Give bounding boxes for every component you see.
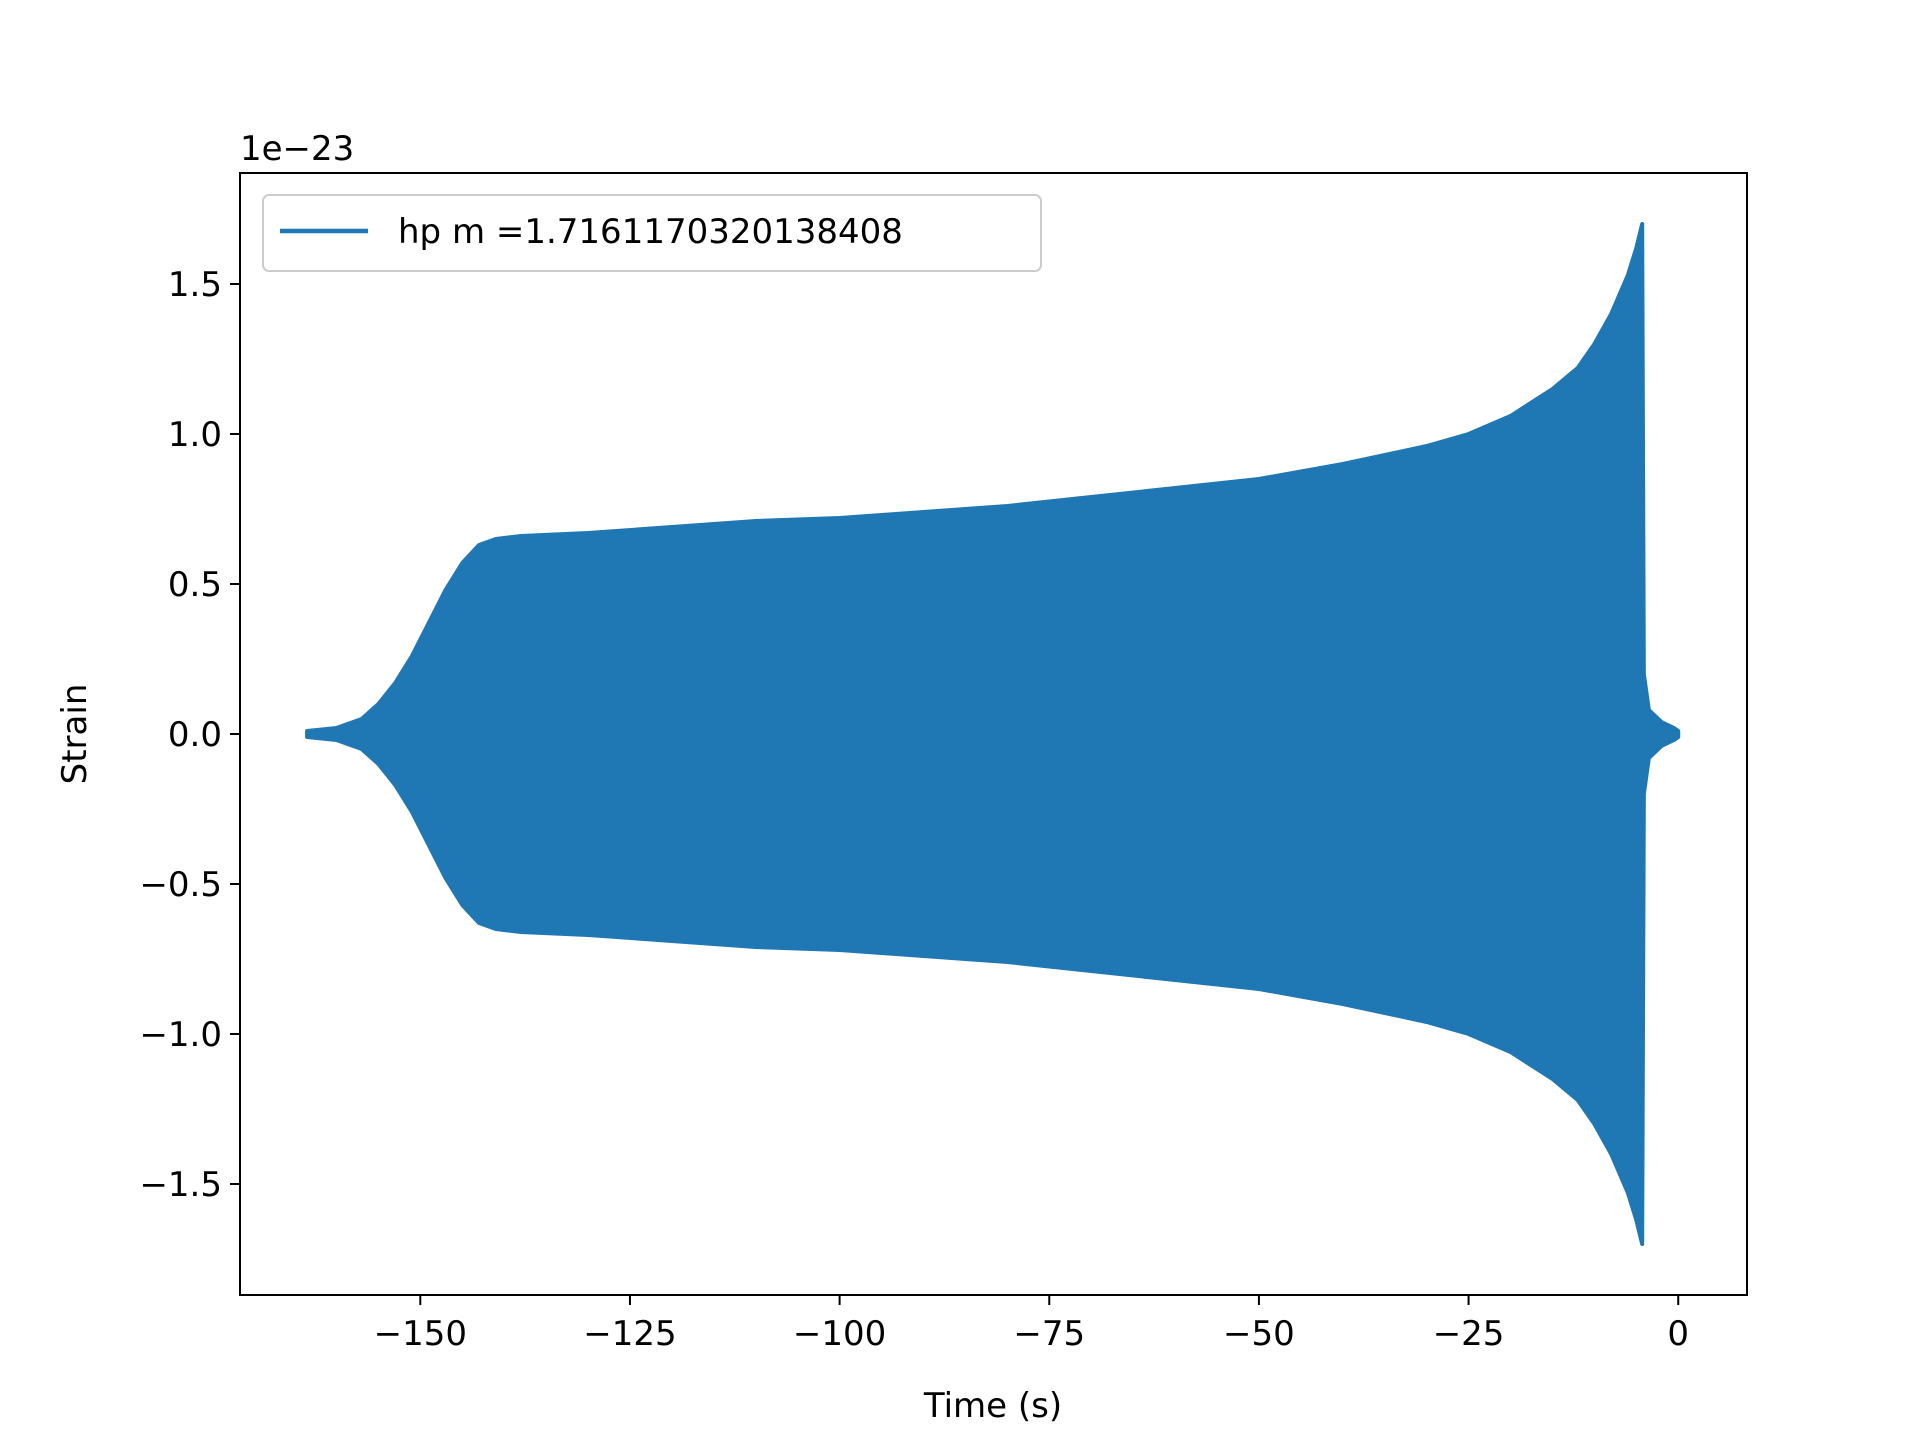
y-axis: −1.5 −1.0 −0.5 0.0 0.5 1.0 1.5	[139, 265, 240, 1205]
legend-box	[262, 194, 1042, 272]
x-tick-label: −150	[374, 1314, 467, 1354]
x-tick-label: −100	[793, 1314, 886, 1354]
x-axis: −150 −125 −100 −75 −50 −25 0	[374, 1295, 1689, 1354]
x-tick-label: −75	[1013, 1314, 1085, 1354]
y-tick-label: 1.0	[168, 415, 222, 455]
y-tick-label: 0.0	[168, 715, 222, 755]
y-tick-label: 1.5	[168, 265, 222, 305]
y-tick-label: 0.5	[168, 565, 222, 605]
legend: hp m =1.7161170320138408	[262, 194, 1042, 272]
y-tick-label: −1.5	[139, 1165, 222, 1205]
y-axis-label: Strain	[55, 684, 95, 785]
legend-entry-label: hp m =1.7161170320138408	[398, 212, 903, 252]
x-tick-label: −25	[1433, 1314, 1505, 1354]
x-tick-label: −125	[583, 1314, 676, 1354]
x-tick-label: −50	[1223, 1314, 1295, 1354]
data-layer	[305, 222, 1681, 1246]
x-axis-label: Time (s)	[923, 1386, 1062, 1426]
y-tick-label: −1.0	[139, 1015, 222, 1055]
x-tick-label: 0	[1667, 1314, 1689, 1354]
y-offset-text: 1e−23	[240, 129, 354, 169]
y-tick-label: −0.5	[139, 865, 222, 905]
